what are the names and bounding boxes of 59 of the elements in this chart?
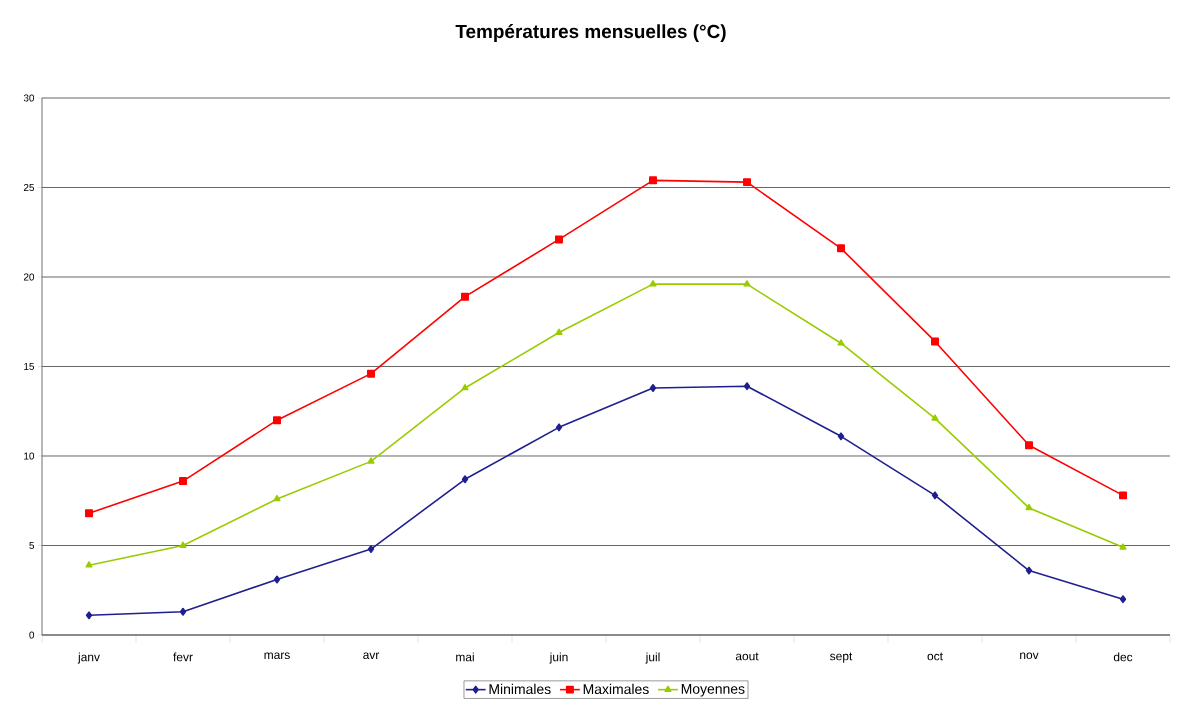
x-tick-label: mars (264, 652, 290, 660)
y-tick-label: 15 (24, 363, 35, 370)
point (85, 611, 93, 620)
point (649, 383, 657, 392)
x-tick-label: juin (549, 652, 568, 664)
legend-label: Maximales (583, 683, 649, 695)
x-tick-label: nov (1020, 652, 1039, 660)
legend-label: Minimales (489, 683, 551, 695)
x-tick-label: oct (927, 652, 943, 661)
point (1119, 543, 1127, 550)
x-tick-label: juil (645, 652, 660, 664)
point (649, 280, 657, 287)
x-tick-label: dec (1113, 652, 1133, 662)
x-tick-label: aout (735, 652, 759, 661)
x-tick-label: avr (363, 652, 380, 660)
point (273, 575, 281, 584)
point (1025, 441, 1033, 450)
point (931, 491, 939, 500)
point (1025, 566, 1033, 575)
point (555, 235, 563, 244)
y-tick-label: 25 (23, 183, 35, 192)
point (1119, 595, 1127, 604)
point (931, 414, 939, 421)
y-tick-label: 10 (24, 452, 35, 460)
point (743, 280, 751, 287)
y-tick-label: 30 (23, 94, 35, 102)
point (1025, 503, 1033, 511)
point (179, 607, 187, 616)
point (837, 244, 845, 253)
x-tick-label: janv (77, 652, 100, 664)
point (461, 475, 469, 484)
point (85, 509, 93, 518)
point (85, 561, 93, 568)
point (367, 369, 375, 378)
point (931, 337, 939, 346)
x-tick-label: sept (830, 652, 853, 663)
chart-title: Températures mensuelles (°C) (455, 24, 726, 42)
point (273, 494, 281, 502)
legend-label: Moyennes (681, 684, 745, 697)
point (179, 477, 187, 486)
point (1119, 491, 1127, 500)
point (649, 176, 657, 185)
point (837, 339, 845, 346)
point (461, 383, 469, 391)
point (367, 457, 375, 464)
y-tick-label: 0 (29, 631, 35, 639)
point (555, 423, 563, 432)
y-tick-label: 20 (23, 273, 35, 281)
point (837, 432, 845, 441)
point (179, 541, 187, 548)
point (555, 328, 563, 335)
point (461, 292, 469, 301)
x-tick-label: mai (456, 652, 474, 662)
y-tick-label: 5 (29, 542, 35, 549)
point (273, 416, 281, 425)
point (743, 178, 751, 187)
point (743, 382, 751, 391)
point (367, 545, 375, 554)
x-tick-label: fevr (173, 652, 193, 662)
